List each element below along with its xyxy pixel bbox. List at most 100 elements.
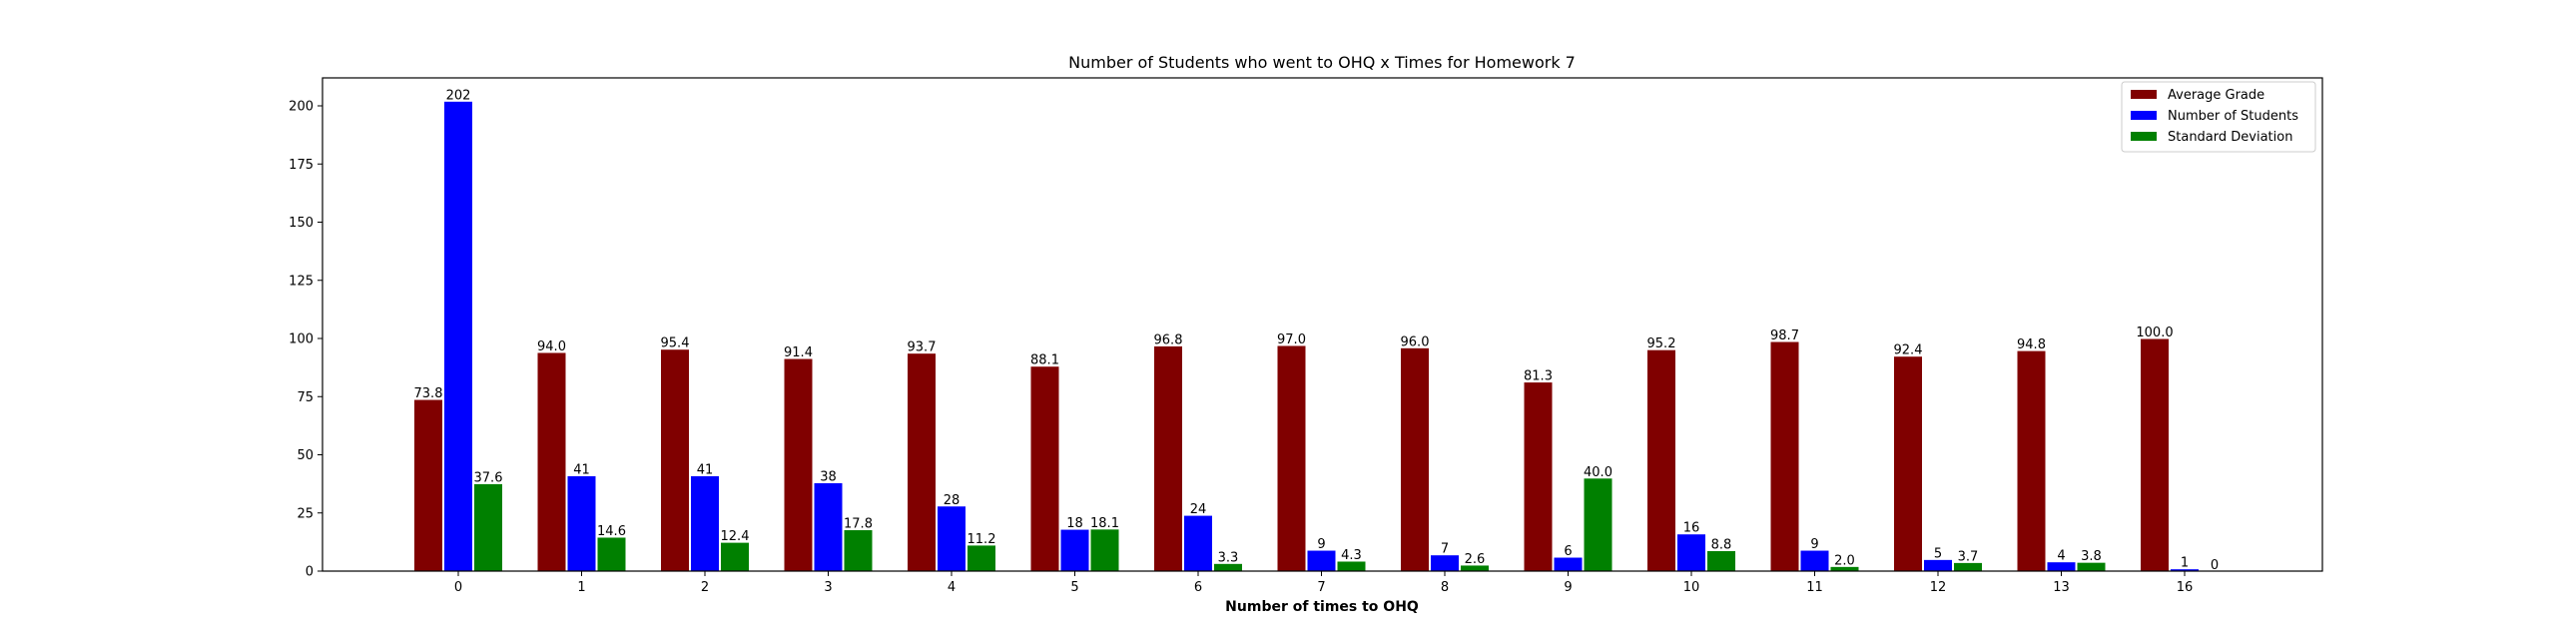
bar-number-of-students [1799, 549, 1830, 572]
legend: Average Grade Number of Students Standard … [2121, 81, 2316, 153]
data-label: 4.3 [1341, 548, 1362, 563]
data-label: 38 [820, 469, 837, 484]
y-tick-label: 175 [289, 158, 314, 173]
data-label: 18 [1066, 516, 1083, 531]
chart-title: Number of Students who went to OHQ x Tim… [1068, 53, 1576, 72]
data-label: 11.2 [967, 532, 996, 547]
data-label: 2.6 [1465, 552, 1486, 567]
x-axis: 0 1 2 3 4 5 6 7 8 9 10 11 12 13 16 [454, 571, 2193, 595]
data-label: 94.8 [2017, 337, 2046, 352]
bar-average-grade [1523, 381, 1554, 572]
data-label: 96.0 [1401, 334, 1430, 349]
data-label: 8.8 [1711, 537, 1732, 552]
bar-standard-deviation [1706, 549, 1736, 572]
bar-number-of-students [443, 100, 473, 572]
data-label: 14.6 [597, 524, 626, 539]
data-label: 92.4 [1894, 343, 1923, 358]
bar-number-of-students [1430, 554, 1460, 572]
data-label: 97.0 [1277, 332, 1306, 347]
data-label: 24 [1190, 502, 1207, 517]
data-label: 41 [573, 462, 590, 477]
data-label: 28 [944, 493, 961, 508]
data-label: 37.6 [474, 470, 503, 485]
bar-number-of-students [1553, 556, 1584, 572]
legend-swatch [2131, 132, 2157, 141]
data-label: 88.1 [1030, 353, 1059, 368]
x-tick-label: 1 [577, 580, 585, 595]
bar-average-grade [1029, 365, 1060, 572]
data-label: 4 [2057, 549, 2065, 564]
bar-average-grade [2016, 349, 2047, 572]
bar-average-grade [1276, 344, 1307, 572]
bar-average-grade [1153, 344, 1183, 572]
bar-average-grade [536, 351, 567, 572]
data-label: 2.0 [1834, 553, 1855, 568]
data-label: 98.7 [1770, 328, 1799, 343]
bar-number-of-students [566, 474, 597, 572]
data-label: 16 [1683, 521, 1700, 536]
bar-number-of-students [1183, 514, 1213, 572]
data-label: 95.4 [661, 336, 690, 351]
bars-layer [413, 100, 2200, 572]
x-tick-label: 4 [948, 580, 956, 595]
x-tick-label: 12 [1930, 580, 1947, 595]
data-label: 5 [1934, 546, 1942, 561]
data-label: 1 [2181, 556, 2189, 571]
bar-number-of-students [690, 474, 720, 572]
data-label: 9 [1810, 537, 1818, 552]
data-label: 100.0 [2136, 325, 2173, 340]
plot-frame [322, 77, 2323, 572]
x-tick-label: 11 [1806, 580, 1823, 595]
legend-items: Average Grade Number of Students Standard … [2131, 88, 2298, 145]
x-tick-label: 9 [1564, 580, 1572, 595]
bar-average-grade [660, 348, 690, 572]
data-label: 93.7 [908, 340, 937, 355]
bar-average-grade [1400, 346, 1430, 572]
y-tick-label: 50 [297, 448, 314, 463]
bar-standard-deviation [720, 541, 750, 572]
x-tick-label: 10 [1683, 580, 1700, 595]
x-tick-label: 8 [1441, 580, 1449, 595]
data-label: 94.0 [537, 339, 566, 354]
data-label: 17.8 [844, 517, 873, 532]
data-label: 3.7 [1958, 549, 1979, 564]
bar-average-grade [1893, 355, 1923, 572]
x-tick-label: 0 [454, 580, 462, 595]
bar-number-of-students [1059, 528, 1090, 572]
legend-label: Average Grade [2168, 88, 2264, 103]
legend-box [2121, 81, 2316, 153]
data-label: 18.1 [1090, 516, 1119, 531]
data-label: 12.4 [721, 529, 750, 544]
legend-swatch [2131, 90, 2157, 99]
x-tick-label: 7 [1317, 580, 1325, 595]
bar-average-grade [2140, 337, 2170, 572]
data-label: 3.8 [2081, 549, 2102, 564]
x-tick-label: 5 [1070, 580, 1078, 595]
y-tick-label: 100 [289, 332, 314, 347]
y-tick-label: 0 [306, 565, 314, 580]
bar-average-grade [1646, 348, 1676, 572]
y-axis: 0 25 50 75 100 125 150 175 200 [289, 100, 322, 580]
y-tick-label: 25 [297, 506, 314, 521]
legend-label: Number of Students [2168, 109, 2298, 124]
bar-standard-deviation [596, 536, 627, 572]
data-label: 202 [446, 88, 471, 103]
data-label: 81.3 [1524, 369, 1553, 384]
bar-average-grade [1769, 340, 1800, 572]
data-label: 91.4 [784, 345, 813, 360]
bar-number-of-students [1676, 533, 1706, 572]
x-tick-label: 6 [1194, 580, 1202, 595]
y-tick-label: 125 [289, 274, 314, 289]
x-tick-label: 16 [2177, 580, 2194, 595]
data-label: 41 [697, 462, 714, 477]
x-tick-label: 2 [701, 580, 709, 595]
data-labels-layer: 73.820237.694.04114.695.44112.491.43817.… [414, 88, 2220, 573]
bar-standard-deviation [843, 529, 874, 572]
data-label: 40.0 [1584, 465, 1612, 480]
legend-swatch [2131, 111, 2157, 120]
data-label: 6 [1564, 544, 1572, 559]
bar-standard-deviation [966, 544, 996, 572]
data-label: 96.8 [1154, 332, 1183, 347]
